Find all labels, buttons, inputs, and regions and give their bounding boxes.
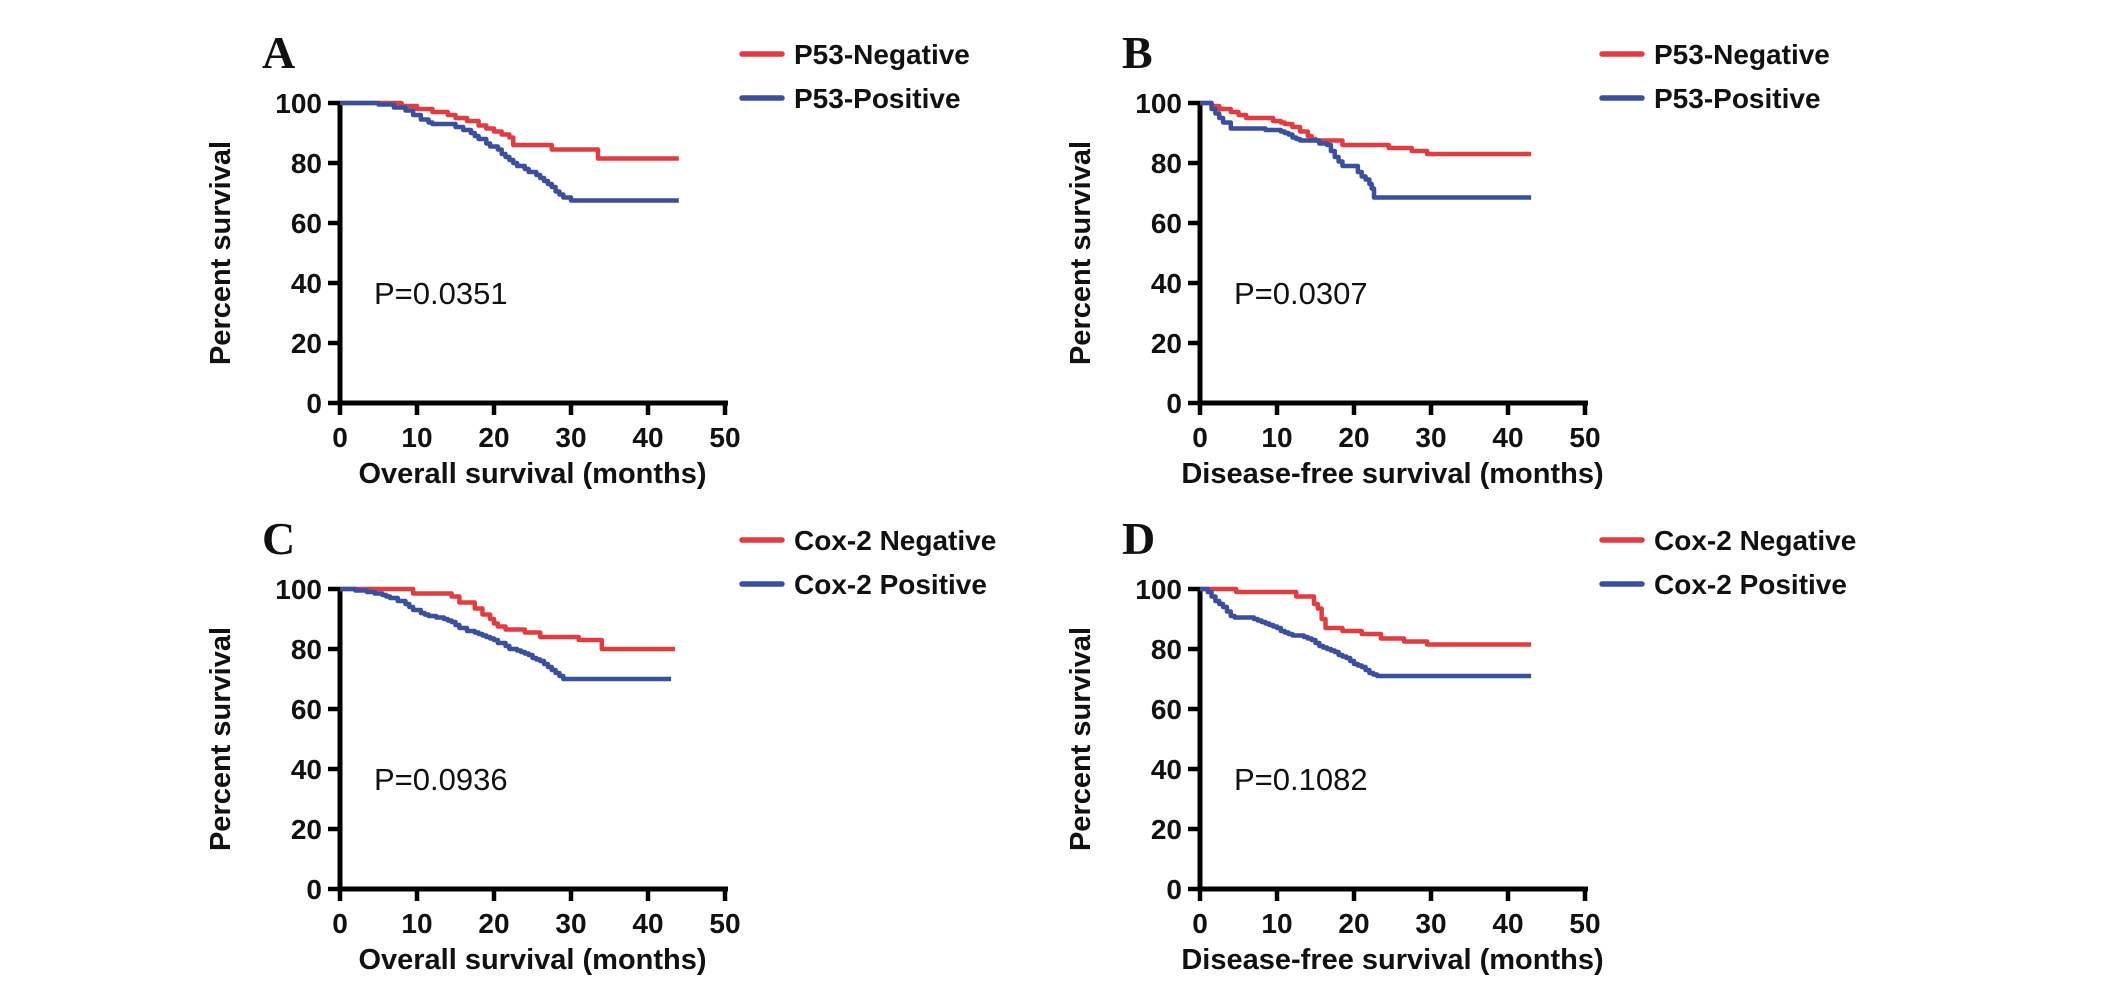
survival-curve-p53-positive — [1200, 100, 1532, 200]
x-tick-label: 40 — [1492, 908, 1523, 939]
legend-label-p53-negative: P53-Negative — [794, 39, 970, 70]
y-tick-label: 60 — [1151, 694, 1182, 725]
x-tick-label: 10 — [401, 422, 432, 453]
y-tick-label: 60 — [291, 694, 322, 725]
y-tick-label: 20 — [291, 328, 322, 359]
x-tick-label: 50 — [709, 422, 740, 453]
y-tick-label: 20 — [291, 814, 322, 845]
y-tick-label: 40 — [291, 754, 322, 785]
x-tick-label: 20 — [1338, 908, 1369, 939]
km-chart-d: D 0 20 40 60 80 100 0 10 20 30 40 50 Disease-free sur… — [1065, 513, 1856, 976]
x-tick-label: 30 — [555, 908, 586, 939]
y-axis-title: Percent survival — [205, 141, 237, 365]
y-tick-label: 100 — [275, 574, 322, 605]
x-tick-label: 10 — [1261, 908, 1292, 939]
survival-figure: A 0 20 40 60 80 100 0 10 20 30 40 50 Overall survival… — [190, 8, 1910, 980]
survival-curve-cox-2-positive — [340, 586, 672, 682]
x-tick-label: 0 — [1192, 908, 1208, 939]
y-tick-label: 40 — [291, 268, 322, 299]
survival-curve-p53-negative — [340, 100, 679, 161]
y-tick-label: 80 — [291, 634, 322, 665]
x-tick-label: 10 — [401, 908, 432, 939]
p-value-label: P=0.0351 — [374, 276, 508, 311]
y-tick-label: 60 — [1151, 208, 1182, 239]
y-tick-label: 20 — [1151, 814, 1182, 845]
survival-curve-p53-positive — [340, 100, 679, 203]
panel-a: A 0 20 40 60 80 100 0 10 20 30 40 50 Overall survival… — [190, 8, 1050, 494]
y-tick-label: 20 — [1151, 328, 1182, 359]
y-tick-label: 40 — [1151, 754, 1182, 785]
panel-c: C 0 20 40 60 80 100 0 10 20 30 40 50 Overall survival… — [190, 494, 1050, 980]
x-axis-title: Disease-free survival (months) — [1181, 458, 1603, 490]
km-chart-b: B 0 20 40 60 80 100 0 10 20 30 40 50 Disease-free sur… — [1065, 27, 1830, 490]
legend-label-cox-2-negative: Cox-2 Negative — [794, 525, 996, 556]
x-tick-label: 30 — [1415, 908, 1446, 939]
y-tick-label: 80 — [1151, 148, 1182, 179]
panel-letter: B — [1122, 27, 1153, 78]
x-axis-title: Overall survival (months) — [358, 458, 706, 490]
legend-label-p53-positive: P53-Positive — [1654, 83, 1821, 114]
panel-letter: D — [1122, 513, 1155, 564]
x-tick-label: 40 — [1492, 422, 1523, 453]
x-tick-label: 10 — [1261, 422, 1292, 453]
y-tick-label: 60 — [291, 208, 322, 239]
x-tick-label: 30 — [555, 422, 586, 453]
p-value-label: P=0.1082 — [1234, 762, 1368, 797]
x-tick-label: 40 — [632, 908, 663, 939]
x-tick-label: 0 — [332, 908, 348, 939]
panel-b: B 0 20 40 60 80 100 0 10 20 30 40 50 Disease-free sur… — [1050, 8, 1910, 494]
x-tick-label: 50 — [1569, 908, 1600, 939]
x-tick-label: 50 — [1569, 422, 1600, 453]
x-tick-label: 40 — [632, 422, 663, 453]
y-tick-label: 40 — [1151, 268, 1182, 299]
survival-curve-cox-2-negative — [1200, 586, 1532, 647]
panel-letter: A — [262, 27, 295, 78]
survival-curve-cox-2-positive — [1200, 586, 1532, 679]
panel-letter: C — [262, 513, 295, 564]
y-tick-label: 100 — [1135, 88, 1182, 119]
legend-label-cox-2-positive: Cox-2 Positive — [794, 569, 987, 600]
x-tick-label: 20 — [478, 908, 509, 939]
y-tick-label: 0 — [306, 874, 322, 905]
x-tick-label: 20 — [478, 422, 509, 453]
x-axis-title: Disease-free survival (months) — [1181, 944, 1603, 976]
x-tick-label: 0 — [332, 422, 348, 453]
y-axis-title: Percent survival — [1065, 627, 1097, 851]
legend-label-cox-2-negative: Cox-2 Negative — [1654, 525, 1856, 556]
survival-curve-cox-2-negative — [340, 586, 675, 652]
panel-d: D 0 20 40 60 80 100 0 10 20 30 40 50 Disease-free sur… — [1050, 494, 1910, 980]
y-axis-title: Percent survival — [205, 627, 237, 851]
y-tick-label: 0 — [1166, 874, 1182, 905]
y-tick-label: 100 — [275, 88, 322, 119]
legend-label-p53-positive: P53-Positive — [794, 83, 961, 114]
legend-label-p53-negative: P53-Negative — [1654, 39, 1830, 70]
p-value-label: P=0.0936 — [374, 762, 508, 797]
x-tick-label: 30 — [1415, 422, 1446, 453]
y-tick-label: 80 — [291, 148, 322, 179]
y-tick-label: 0 — [306, 388, 322, 419]
x-tick-label: 0 — [1192, 422, 1208, 453]
y-axis-title: Percent survival — [1065, 141, 1097, 365]
x-axis-title: Overall survival (months) — [358, 944, 706, 976]
survival-curve-p53-negative — [1200, 100, 1532, 157]
x-tick-label: 50 — [709, 908, 740, 939]
y-tick-label: 100 — [1135, 574, 1182, 605]
y-tick-label: 0 — [1166, 388, 1182, 419]
x-tick-label: 20 — [1338, 422, 1369, 453]
y-tick-label: 80 — [1151, 634, 1182, 665]
p-value-label: P=0.0307 — [1234, 276, 1368, 311]
legend-label-cox-2-positive: Cox-2 Positive — [1654, 569, 1847, 600]
